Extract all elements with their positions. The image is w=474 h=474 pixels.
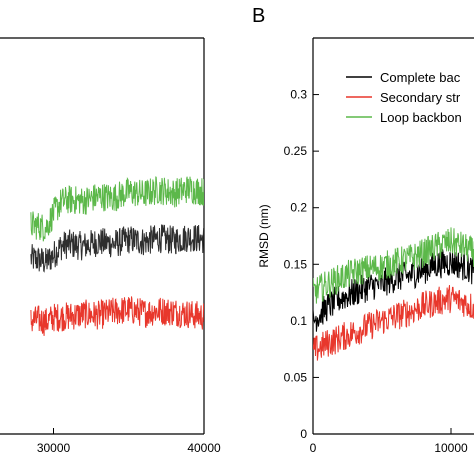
y-tick-label-1-0: 0 bbox=[300, 427, 307, 441]
series-line-0-2 bbox=[30, 176, 204, 242]
x-tick-label-1-1: 10000 bbox=[434, 441, 468, 455]
panel-a: 30000 40000 bbox=[0, 37, 221, 455]
series-line-1-2 bbox=[313, 227, 474, 304]
y-tick-label-1-4: 0.2 bbox=[290, 201, 307, 215]
series-line-1-1 bbox=[313, 285, 474, 361]
panel-a-x-ticks: 30000 40000 bbox=[37, 428, 221, 455]
y-tick-label-1-3: 0.15 bbox=[284, 257, 308, 271]
x-tick-label-0-0: 30000 bbox=[37, 441, 71, 455]
panel-b-series-group bbox=[313, 227, 474, 361]
panel-b-legend: Complete bac Secondary str Loop backbon bbox=[346, 70, 462, 125]
legend-label-0: Complete bac bbox=[380, 70, 461, 85]
legend-label-1: Secondary str bbox=[380, 90, 461, 105]
panel-b-y-axis-title: RMSD (nm) bbox=[257, 204, 271, 267]
x-tick-label-1-0: 0 bbox=[310, 441, 317, 455]
panel-b-x-ticks: 0 10000 bbox=[310, 428, 468, 455]
x-tick-label-0-1: 40000 bbox=[187, 441, 221, 455]
panel-b: 00.050.10.150.20.250.3 0 10000 RMSD (nm) … bbox=[257, 37, 474, 455]
series-line-1-0 bbox=[313, 249, 474, 332]
series-line-0-0 bbox=[30, 224, 204, 273]
panel-a-series-group bbox=[30, 176, 204, 336]
series-line-0-1 bbox=[30, 296, 204, 336]
y-tick-label-1-5: 0.25 bbox=[284, 144, 308, 158]
legend-label-2: Loop backbon bbox=[380, 110, 462, 125]
panel-b-letter: B bbox=[252, 5, 265, 27]
panel-b-y-ticks: 0 0.05 0.1 0.15 0.2 0.25 0.3 bbox=[284, 88, 319, 441]
y-tick-label-1-6: 0.3 bbox=[290, 88, 307, 102]
y-tick-label-1-1: 0.05 bbox=[284, 370, 308, 384]
y-tick-label-1-2: 0.1 bbox=[290, 314, 307, 328]
